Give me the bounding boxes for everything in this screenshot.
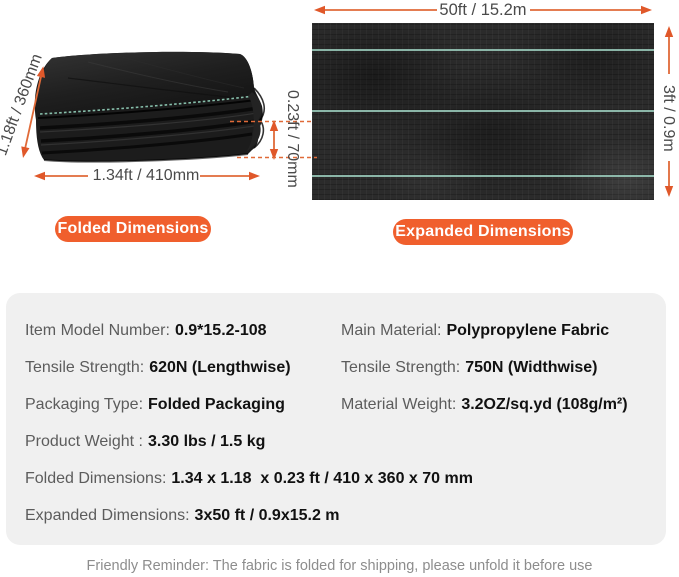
friendly-reminder-note: Friendly Reminder: The fabric is folded …: [86, 558, 593, 574]
spec-label: Tensile Strength:: [341, 358, 461, 376]
expanded-dimensions-badge: Expanded Dimensions: [393, 219, 573, 245]
spec-packaging-type: Packaging Type: Folded Packaging: [25, 396, 341, 414]
spec-value: 620N (Lengthwise): [149, 358, 291, 376]
expanded-fabric-image: [312, 23, 654, 200]
folded-thickness-label: 0.23ft / 70mm: [284, 90, 301, 188]
spec-label: Folded Dimensions:: [25, 469, 167, 487]
spec-tensile-strength-lengthwise: Tensile Strength: 620N (Lengthwise): [25, 359, 341, 377]
spec-main-material: Main Material: Polypropylene Fabric: [341, 322, 656, 340]
fabric-stripe: [312, 49, 654, 51]
spec-label: Packaging Type:: [25, 395, 144, 413]
spec-product-weight: Product Weight :3.30 lbs / 1.5 kg: [25, 433, 656, 451]
spec-value: Folded Packaging: [148, 395, 285, 413]
spec-label: Product Weight :: [25, 432, 143, 450]
spec-label: Item Model Number:: [25, 321, 170, 339]
fabric-stripe: [312, 110, 654, 112]
expanded-height-label: 3ft / 0.9m: [660, 84, 677, 152]
spec-value: 3.30 lbs / 1.5 kg: [147, 432, 266, 450]
folded-width-label: 1.34ft / 410mm: [92, 167, 200, 184]
fabric-stripe: [312, 175, 654, 177]
spec-value: 3.2OZ/sq.yd (108g/m²): [461, 395, 628, 413]
spec-label: Tensile Strength:: [25, 358, 145, 376]
spec-value: 3x50 ft / 0.9x15.2 m: [194, 506, 340, 524]
expanded-width-label: 50ft / 15.2m: [439, 1, 527, 19]
folded-fabric-image: [34, 51, 266, 163]
spec-folded-dimensions: Folded Dimensions: 1.34 x 1.18 x 0.23 ft …: [25, 470, 656, 488]
spec-value: 750N (Widthwise): [465, 358, 598, 376]
spec-label: Material Weight:: [341, 395, 457, 413]
spec-label: Expanded Dimensions:: [25, 506, 190, 524]
spec-tensile-strength-widthwise: Tensile Strength: 750N (Widthwise): [341, 359, 656, 377]
spec-expanded-dimensions: Expanded Dimensions: 3x50 ft / 0.9x15.2 m: [25, 507, 656, 525]
spec-item-model-number: Item Model Number: 0.9*15.2-108: [25, 322, 341, 340]
spec-label: Main Material:: [341, 321, 442, 339]
spec-value: 0.9*15.2-108: [174, 321, 267, 339]
spec-panel: Item Model Number: 0.9*15.2-108 Main Mate…: [6, 293, 666, 545]
spec-value: Polypropylene Fabric: [446, 321, 610, 339]
spec-material-weight: Material Weight: 3.2OZ/sq.yd (108g/m²): [341, 396, 656, 414]
spec-value: 1.34 x 1.18 x 0.23 ft / 410 x 360 x 70 m…: [171, 469, 473, 487]
folded-dimensions-badge: Folded Dimensions: [55, 216, 211, 242]
